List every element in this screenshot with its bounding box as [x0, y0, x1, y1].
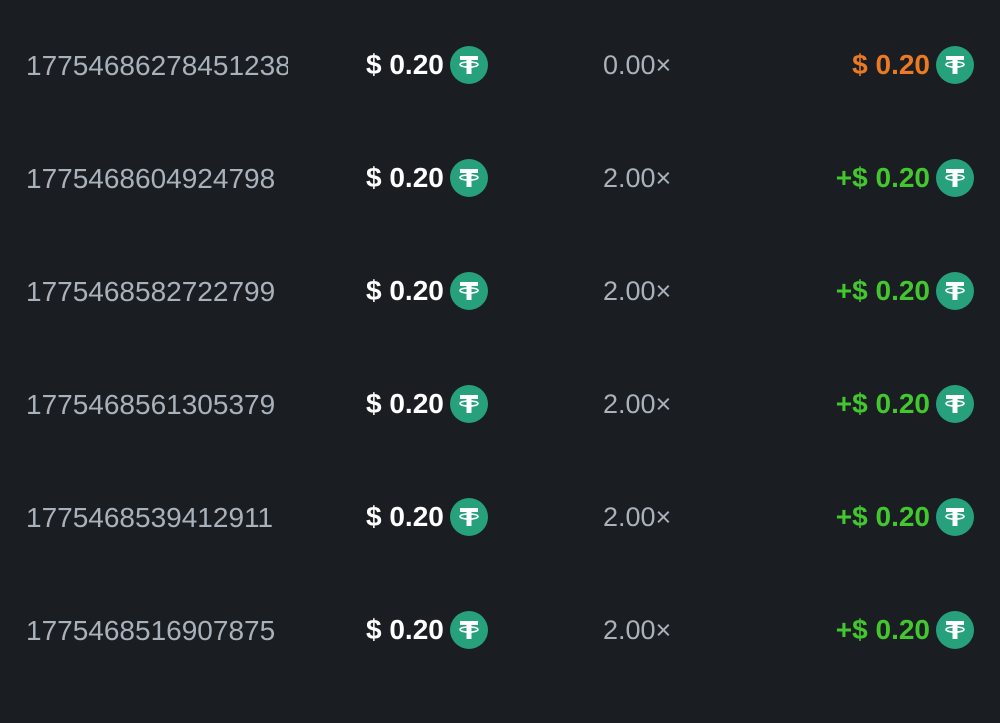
bet-id: 17754686278451238 — [26, 50, 288, 81]
tether-usdt-icon — [936, 272, 974, 310]
bet-amount-value: $ 0.20 — [366, 162, 444, 193]
bet-amount: $ 0.20 — [366, 46, 488, 84]
payout-value: +$ 0.20 — [835, 162, 930, 193]
bet-amount: $ 0.20 — [366, 159, 488, 197]
tether-usdt-icon — [936, 385, 974, 423]
bet-amount-value: $ 0.20 — [366, 501, 444, 532]
payout-value: +$ 0.20 — [835, 614, 930, 645]
multiplier: 2.00× — [603, 615, 672, 645]
table-row[interactable]: 1775468604924798 $ 0.20 2.00× +$ 0.20 — [0, 151, 1000, 211]
tether-usdt-icon — [449, 611, 488, 649]
bet-id: 1775468539412911 — [26, 502, 274, 533]
bet-id: 1775468604924798 — [26, 163, 276, 194]
payout-value: +$ 0.20 — [835, 388, 930, 419]
multiplier: 2.00× — [603, 163, 672, 193]
tether-usdt-icon — [449, 272, 488, 310]
tether-usdt-icon — [449, 385, 488, 423]
bet-id: 1775468582722799 — [26, 276, 276, 307]
tether-usdt-icon — [936, 611, 974, 649]
bet-amount-value: $ 0.20 — [366, 49, 444, 80]
bet-amount-value: $ 0.20 — [366, 275, 444, 306]
multiplier: 2.00× — [603, 276, 672, 306]
bet-amount: $ 0.20 — [366, 498, 488, 536]
payout: +$ 0.20 — [836, 272, 974, 310]
bet-amount-value: $ 0.20 — [366, 388, 444, 419]
table-row[interactable]: 1775468516907875 $ 0.20 2.00× +$ 0.20 — [0, 603, 1000, 663]
tether-usdt-icon — [449, 498, 488, 536]
payout: $ 0.20 — [852, 46, 974, 84]
bet-id: 1775468516907875 — [26, 615, 276, 646]
bet-amount-value: $ 0.20 — [366, 614, 444, 645]
multiplier: 2.00× — [603, 389, 672, 419]
multiplier: 0.00× — [603, 50, 672, 80]
payout-value: +$ 0.20 — [835, 501, 930, 532]
table-row[interactable]: 1775468582722799 $ 0.20 2.00× +$ 0.20 — [0, 264, 1000, 324]
bet-amount: $ 0.20 — [366, 272, 488, 310]
tether-usdt-icon — [936, 498, 974, 536]
payout-value: $ 0.20 — [852, 49, 930, 80]
tether-usdt-icon — [449, 159, 488, 197]
tether-usdt-icon — [936, 159, 974, 197]
tether-usdt-icon — [449, 46, 488, 84]
multiplier: 2.00× — [603, 502, 672, 532]
payout: +$ 0.20 — [836, 159, 974, 197]
bet-id: 1775468561305379 — [26, 389, 276, 420]
payout: +$ 0.20 — [836, 498, 974, 536]
table-row[interactable]: 1775468561305379 $ 0.20 2.00× +$ 0.20 — [0, 377, 1000, 437]
table-row[interactable]: 17754686278451238 $ 0.20 0.00× $ 0.20 — [0, 38, 1000, 98]
tether-usdt-icon — [936, 46, 974, 84]
payout-value: +$ 0.20 — [835, 275, 930, 306]
bet-amount: $ 0.20 — [366, 385, 488, 423]
payout: +$ 0.20 — [836, 611, 974, 649]
bet-amount: $ 0.20 — [366, 611, 488, 649]
payout: +$ 0.20 — [836, 385, 974, 423]
table-row[interactable]: 1775468539412911 $ 0.20 2.00× +$ 0.20 — [0, 490, 1000, 550]
